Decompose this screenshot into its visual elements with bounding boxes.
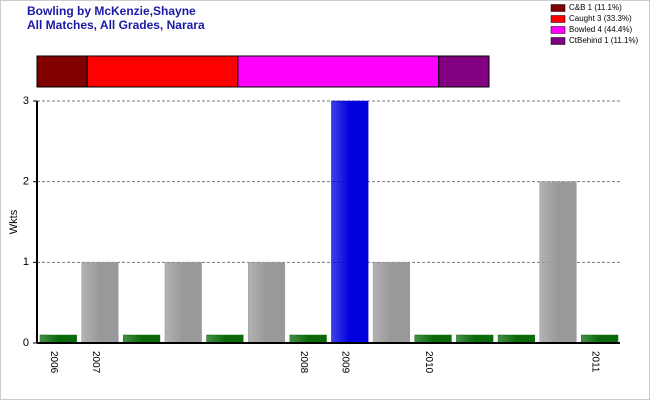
bar: [497, 334, 535, 344]
bar: [581, 334, 619, 344]
bar: [164, 262, 202, 344]
x-tick-label: 2006: [48, 351, 59, 374]
y-tick-label: 1: [23, 256, 29, 268]
chart-subtitle: All Matches, All Grades, Narara: [27, 18, 205, 32]
bar: [247, 262, 286, 344]
legend-label: Caught 3 (33.3%): [569, 14, 632, 23]
bar: [456, 334, 494, 344]
x-tick-label: 2007: [90, 351, 101, 374]
legend-label: Bowled 4 (44.4%): [569, 25, 632, 34]
x-tick-label: 2009: [340, 351, 351, 374]
x-tick-label: 2008: [298, 351, 309, 374]
bar: [206, 334, 244, 344]
legend-swatch: [550, 26, 566, 34]
legend-swatch: [550, 15, 566, 23]
bar: [331, 100, 369, 344]
bar: [539, 181, 577, 344]
y-tick-label: 2: [23, 176, 29, 188]
stack-segment: [438, 55, 490, 88]
legend-swatch: [550, 4, 566, 12]
x-tick-label: 2011: [590, 351, 601, 373]
bar: [39, 334, 77, 344]
chart-title: Bowling by McKenzie,Shayne: [27, 4, 196, 18]
bar: [372, 262, 411, 344]
legend-swatch: [550, 37, 566, 45]
bar: [123, 334, 161, 344]
stack-segment: [237, 55, 440, 88]
bar: [81, 262, 119, 344]
legend-label: C&B 1 (11.1%): [569, 3, 622, 12]
y-axis-label: Wkts: [8, 209, 20, 234]
x-tick-label: 2010: [423, 351, 434, 374]
y-tick-label: 3: [23, 95, 29, 107]
stack-segment: [86, 55, 239, 88]
bar: [414, 334, 452, 344]
bar: [289, 334, 327, 344]
y-tick-label: 0: [23, 337, 29, 349]
stack-segment: [36, 55, 88, 88]
legend-label: CtBehind 1 (11.1%): [569, 36, 639, 45]
